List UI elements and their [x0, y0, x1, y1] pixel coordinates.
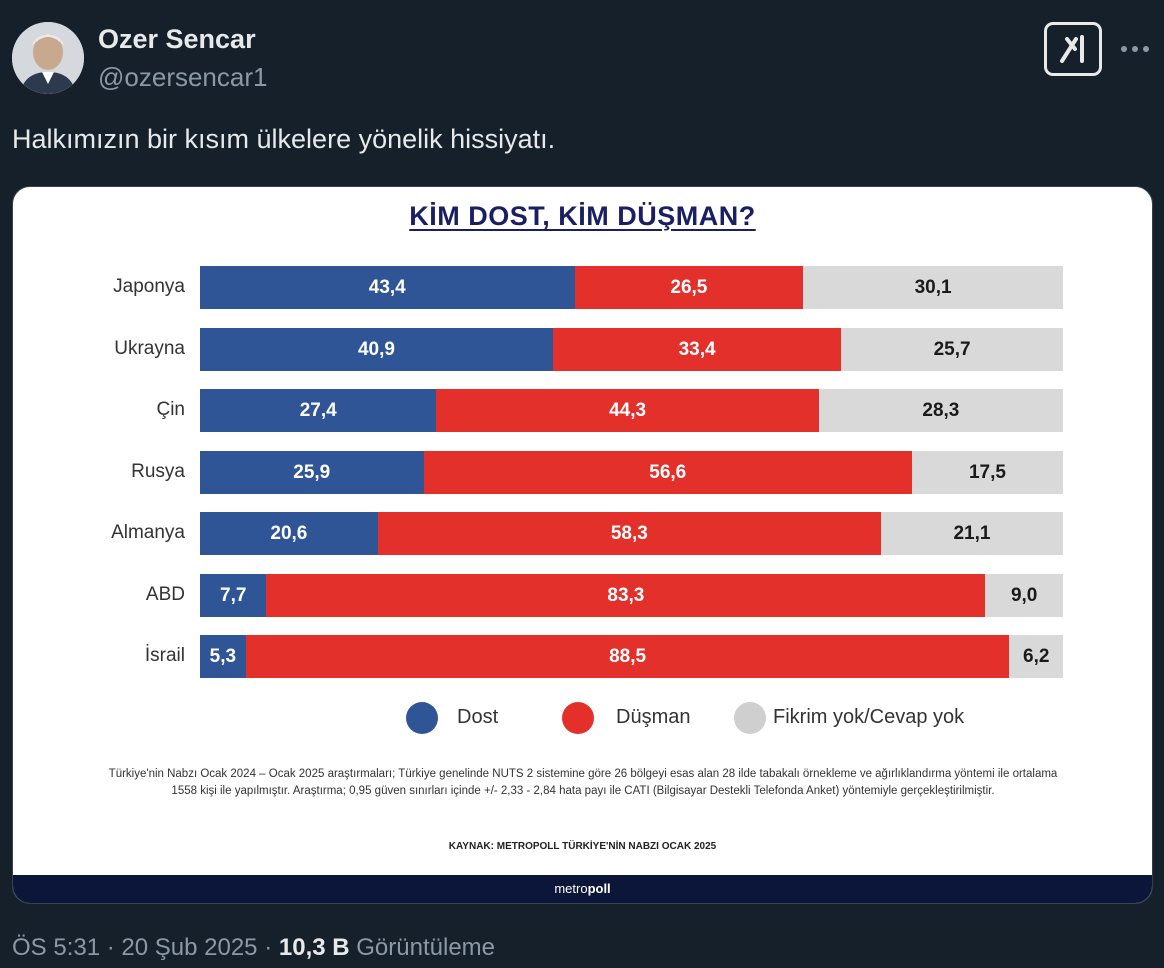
legend-label-dost: Dost [457, 706, 499, 728]
brand-suffix: poll [587, 881, 611, 896]
source-line: KAYNAK: METROPOLL TÜRKİYE'NİN NABZI OCAK… [448, 841, 717, 852]
category-label-1: Ukrayna [114, 337, 185, 359]
chart-title: KİM DOST, KİM DÜŞMAN? [13, 201, 1152, 232]
grok-icon[interactable] [1044, 22, 1102, 76]
bar-dost-3: 25,9 [200, 450, 424, 494]
tweet-meta: ÖS 5:31 · 20 Şub 2025 · 10,3 B Görüntüle… [12, 934, 495, 962]
category-label-2: Çin [156, 399, 185, 420]
tweet-time[interactable]: ÖS 5:31 [12, 934, 101, 961]
views-label: Görüntüleme [356, 934, 496, 961]
legend-label-dusman: Düşman [616, 706, 691, 728]
bar-dost-4: 20,6 [200, 512, 378, 555]
meta-separator-2: · [264, 934, 273, 961]
tweet-date[interactable]: 20 Şub 2025 [121, 934, 258, 961]
bar-fikrim-yok-5: 9,0 [985, 573, 1063, 617]
category-label-6: İsrail [144, 645, 185, 666]
legend-dot-fikrim-yok [734, 702, 766, 734]
bar-dost-2: 27,4 [200, 389, 437, 432]
brand-prefix: metro [554, 881, 588, 896]
author-handle[interactable]: @ozersencar1 [98, 62, 268, 92]
legend-dot-dusman [562, 702, 594, 734]
bar-dusman-5: 83,3 [266, 573, 986, 617]
bar-fikrim-yok-0: 30,1 [803, 266, 1063, 309]
bar-dusman-6: 88,5 [245, 635, 1010, 678]
more-icon[interactable] [1118, 34, 1152, 64]
meta-separator: · [106, 934, 115, 961]
bar-fikrim-yok-6: 6,2 [1009, 635, 1063, 678]
bar-fikrim-yok-2: 28,3 [818, 389, 1063, 432]
views-count[interactable]: 10,3 B [278, 934, 350, 961]
bar-dost-5: 7,7 [200, 573, 267, 617]
bar-dusman-3: 56,6 [423, 450, 912, 494]
category-label-4: Almanya [111, 522, 185, 543]
bar-dost-1: 40,9 [200, 327, 553, 371]
bar-dost-6: 5,3 [200, 635, 246, 678]
tweet-image[interactable]: KİM DOST, KİM DÜŞMAN? Japonya 43,4 26,5 30,… [12, 186, 1153, 904]
avatar[interactable] [12, 22, 84, 94]
bar-fikrim-yok-4: 21,1 [880, 512, 1063, 555]
brand-footer: metropoll [13, 875, 1152, 903]
bar-fikrim-yok-3: 17,5 [911, 450, 1063, 494]
category-label-0: Japonya [113, 276, 185, 297]
bar-dusman-1: 33,4 [552, 327, 842, 371]
bar-fikrim-yok-1: 25,7 [841, 327, 1063, 371]
legend-label-fikrim-yok: Fikrim yok/Cevap yok [773, 706, 965, 728]
bar-dost-0: 43,4 [200, 266, 575, 309]
bar-dusman-0: 26,5 [574, 266, 804, 309]
bar-dusman-4: 58,3 [377, 512, 881, 555]
legend-dot-dost [406, 702, 438, 734]
tweet-text: Halkımızın bir kısım ülkelere yönelik hi… [12, 124, 556, 154]
author-name[interactable]: Ozer Sencar [98, 24, 256, 54]
bar-dusman-2: 44,3 [436, 389, 819, 432]
methodology-note: Türkiye'nin Nabzı Ocak 2024 – Ocak 2025 … [108, 768, 1058, 797]
category-label-3: Rusya [131, 460, 185, 482]
category-label-5: ABD [145, 583, 185, 605]
chart-title-text: KİM DOST, KİM DÜŞMAN? [409, 201, 756, 231]
